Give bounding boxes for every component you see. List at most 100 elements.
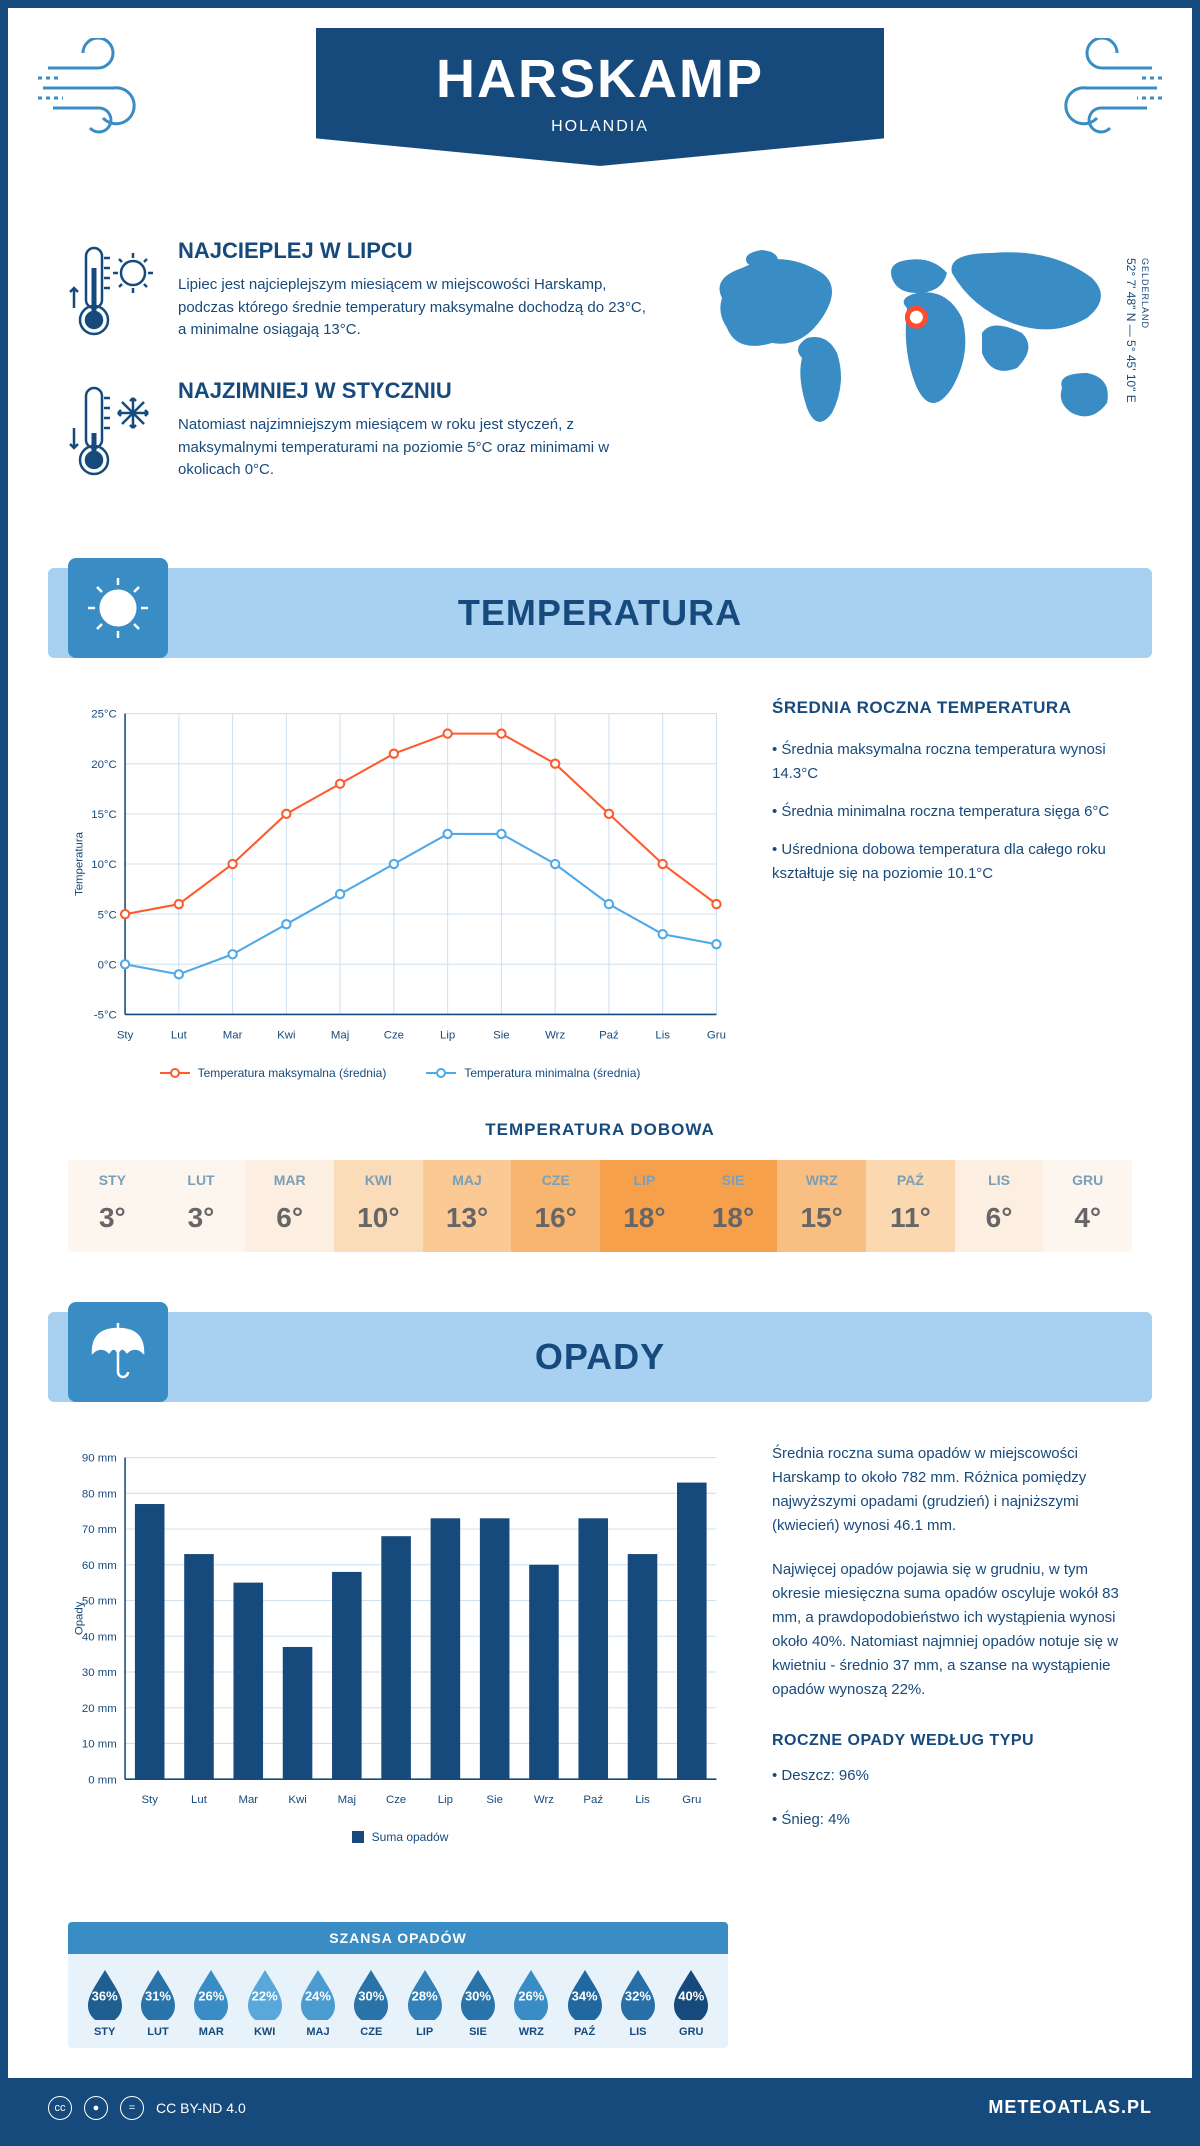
- drop-month: LUT: [131, 2026, 184, 2038]
- precipitation-title: OPADY: [535, 1336, 665, 1378]
- drop-cell: 30% CZE: [345, 1968, 398, 2038]
- temp-info-p3: • Uśredniona dobowa temperatura dla całe…: [772, 838, 1132, 886]
- daily-value: 10°: [334, 1202, 423, 1234]
- svg-text:Gru: Gru: [682, 1794, 701, 1806]
- daily-month: STY: [68, 1172, 157, 1188]
- temperature-info: ŚREDNIA ROCZNA TEMPERATURA • Średnia mak…: [772, 698, 1132, 1080]
- drop-month: KWI: [238, 2026, 291, 2038]
- svg-text:Lut: Lut: [191, 1794, 208, 1806]
- raindrop-icon: 30%: [457, 1968, 499, 2020]
- legend-max-label: Temperatura maksymalna (średnia): [198, 1066, 387, 1080]
- drop-month: SIE: [451, 2026, 504, 2038]
- daily-value: 6°: [955, 1202, 1044, 1234]
- svg-text:Sie: Sie: [493, 1029, 510, 1041]
- raindrop-icon: 22%: [244, 1968, 286, 2020]
- drop-percent: 34%: [572, 1989, 598, 2004]
- svg-text:Lis: Lis: [635, 1794, 650, 1806]
- legend-min: .legend-item:nth-child(2) .legend-line::…: [426, 1066, 640, 1080]
- umbrella-section-icon: [68, 1302, 168, 1402]
- svg-text:Wrz: Wrz: [534, 1794, 554, 1806]
- temperature-legend: .legend-item:nth-child(1) .legend-line::…: [68, 1066, 732, 1080]
- thermometer-hot-icon: [68, 238, 158, 348]
- precip-type-title: ROCZNE OPADY WEDŁUG TYPU: [772, 1732, 1132, 1750]
- drop-cell: 34% PAŹ: [558, 1968, 611, 2038]
- daily-month: MAR: [245, 1172, 334, 1188]
- daily-temp-title: TEMPERATURA DOBOWA: [68, 1120, 1132, 1140]
- svg-text:Lip: Lip: [440, 1029, 455, 1041]
- footer-license: cc ● = CC BY-ND 4.0: [48, 2096, 246, 2120]
- drop-month: LIP: [398, 2026, 451, 2038]
- drop-percent: 31%: [145, 1989, 171, 2004]
- daily-month: KWI: [334, 1172, 423, 1188]
- drop-month: MAJ: [291, 2026, 344, 2038]
- svg-text:Lip: Lip: [438, 1794, 453, 1806]
- daily-cell: LIP 18°: [600, 1160, 689, 1252]
- drop-percent: 40%: [678, 1989, 704, 2004]
- precipitation-section: 0 mm10 mm20 mm30 mm40 mm50 mm60 mm70 mm8…: [8, 1402, 1192, 1892]
- daily-cell: LUT 3°: [157, 1160, 246, 1252]
- drop-percent: 26%: [518, 1989, 544, 2004]
- svg-text:25°C: 25°C: [91, 709, 116, 721]
- precip-snow: • Śnieg: 4%: [772, 1808, 1132, 1832]
- raindrop-icon: 28%: [404, 1968, 446, 2020]
- footer-brand: METEOATLAS.PL: [988, 2097, 1152, 2118]
- daily-value: 3°: [157, 1202, 246, 1234]
- drop-cell: 40% GRU: [665, 1968, 718, 2038]
- precipitation-chart: 0 mm10 mm20 mm30 mm40 mm50 mm60 mm70 mm8…: [68, 1442, 732, 1852]
- temperature-section: -5°C0°C5°C10°C15°C20°C25°CStyLutMarKwiMa…: [8, 658, 1192, 1120]
- world-map-icon: [692, 238, 1132, 478]
- daily-month: CZE: [511, 1172, 600, 1188]
- hottest-block: NAJCIEPLEJ W LIPCU Lipiec jest najcieple…: [68, 238, 652, 348]
- header: HARSKAMP HOLANDIA: [8, 8, 1192, 208]
- daily-month: SIE: [689, 1172, 778, 1188]
- drop-cell: 28% LIP: [398, 1968, 451, 2038]
- drop-percent: 30%: [465, 1989, 491, 2004]
- sun-section-icon: [68, 558, 168, 658]
- drop-month: MAR: [185, 2026, 238, 2038]
- drop-percent: 36%: [92, 1989, 118, 2004]
- temperature-section-header: TEMPERATURA: [48, 568, 1152, 658]
- svg-text:Sty: Sty: [117, 1029, 134, 1041]
- svg-text:0 mm: 0 mm: [88, 1774, 117, 1786]
- drop-month: LIS: [611, 2026, 664, 2038]
- svg-text:0°C: 0°C: [98, 959, 117, 971]
- coldest-text: NAJZIMNIEJ W STYCZNIU Natomiast najzimni…: [178, 378, 652, 488]
- svg-text:Sty: Sty: [141, 1794, 158, 1806]
- drop-percent: 22%: [252, 1989, 278, 2004]
- temp-info-p2: • Średnia minimalna roczna temperatura s…: [772, 800, 1132, 824]
- daily-cell: PAŹ 11°: [866, 1160, 955, 1252]
- drop-percent: 24%: [305, 1989, 331, 2004]
- drop-cell: 31% LUT: [131, 1968, 184, 2038]
- raindrop-icon: 24%: [297, 1968, 339, 2020]
- svg-text:Temperatura: Temperatura: [74, 831, 86, 896]
- svg-text:Lut: Lut: [171, 1029, 188, 1041]
- svg-text:Paź: Paź: [583, 1794, 603, 1806]
- coords-value: 52° 7' 48" N — 5° 45' 10" E: [1124, 258, 1138, 403]
- drop-month: PAŹ: [558, 2026, 611, 2038]
- svg-text:10 mm: 10 mm: [82, 1738, 117, 1750]
- nd-icon: =: [120, 2096, 144, 2120]
- svg-text:Kwi: Kwi: [288, 1794, 306, 1806]
- precipitation-bar-chart: 0 mm10 mm20 mm30 mm40 mm50 mm60 mm70 mm8…: [68, 1442, 732, 1816]
- drop-month: STY: [78, 2026, 131, 2038]
- temp-info-title: ŚREDNIA ROCZNA TEMPERATURA: [772, 698, 1132, 718]
- legend-max: .legend-item:nth-child(1) .legend-line::…: [160, 1066, 387, 1080]
- svg-text:Maj: Maj: [338, 1794, 356, 1806]
- svg-text:60 mm: 60 mm: [82, 1560, 117, 1572]
- wind-icon-right: [1022, 38, 1162, 138]
- temperature-title: TEMPERATURA: [458, 592, 742, 634]
- legend-min-label: Temperatura minimalna (średnia): [464, 1066, 640, 1080]
- hottest-body: Lipiec jest najcieplejszym miesiącem w m…: [178, 274, 652, 342]
- legend-sum: Suma opadów: [352, 1830, 449, 1844]
- daily-cell: CZE 16°: [511, 1160, 600, 1252]
- daily-month: LUT: [157, 1172, 246, 1188]
- daily-value: 3°: [68, 1202, 157, 1234]
- svg-text:10°C: 10°C: [91, 859, 116, 871]
- svg-text:Cze: Cze: [384, 1029, 404, 1041]
- svg-text:30 mm: 30 mm: [82, 1667, 117, 1679]
- daily-month: WRZ: [777, 1172, 866, 1188]
- precip-legend: Suma opadów: [68, 1830, 732, 1844]
- drop-percent: 28%: [412, 1989, 438, 2004]
- intro-section: NAJCIEPLEJ W LIPCU Lipiec jest najcieple…: [8, 208, 1192, 548]
- page: HARSKAMP HOLANDIA: [0, 0, 1200, 2146]
